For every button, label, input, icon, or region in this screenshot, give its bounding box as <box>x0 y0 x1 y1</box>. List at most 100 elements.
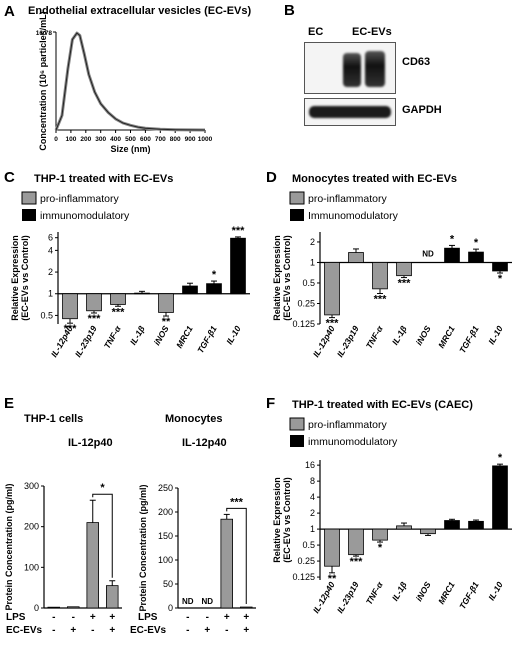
bar <box>67 606 80 609</box>
x-tick-label: 900 <box>185 136 196 143</box>
y-tick-label: 300 <box>24 481 39 491</box>
y-tick-label: 100 <box>158 555 173 565</box>
not-detected-label: ND <box>201 597 213 606</box>
y-tick-label: 0.5 <box>302 278 315 288</box>
significance-marker: * <box>498 452 503 464</box>
x-tick-label: 400 <box>110 136 121 143</box>
x-tick-label: IL-10 <box>486 580 505 602</box>
x-tick-label: TGF-β1 <box>457 580 481 611</box>
bar <box>134 292 150 295</box>
ec-evs-sign: + <box>109 625 115 636</box>
y-tick-label: 200 <box>24 522 39 532</box>
x-axis-label: Size (nm) <box>110 144 150 154</box>
panel-f-chart: F THP-1 treated with EC-EVs (CAEC) pro-i… <box>266 395 512 615</box>
panel-c-title: THP-1 treated with EC-EVs <box>34 173 173 185</box>
cd63-label: CD63 <box>402 56 431 68</box>
lps-sign: + <box>224 612 230 623</box>
series-line <box>55 32 206 131</box>
bar <box>348 528 364 556</box>
significance-marker: * <box>498 273 503 285</box>
bar <box>206 283 222 295</box>
panel-c-chart: C THP-1 treated with EC-EVs pro-inflamma… <box>4 169 250 359</box>
significance-marker: *** <box>398 278 412 290</box>
significance-marker: *** <box>326 318 340 330</box>
gapdh-blot <box>304 98 396 126</box>
x-tick-label: 300 <box>95 136 106 143</box>
lane-label-ec-evs: EC-EVs <box>352 26 392 38</box>
y-tick-label: 0.125 <box>292 572 315 582</box>
y-tick-label: 8 <box>310 476 315 486</box>
x-tick-label: MRC1 <box>436 324 457 350</box>
x-tick-label: IL-10 <box>486 324 505 346</box>
y-tick-label: 0.25 <box>297 298 315 308</box>
y-tick-label: 2 <box>310 508 315 518</box>
lps-row-label: LPS <box>138 612 158 623</box>
lps-sign: - <box>72 612 75 623</box>
y-tick-label: 1 <box>310 524 315 534</box>
ec-evs-sign: + <box>70 625 76 636</box>
significance-marker: * <box>100 482 105 494</box>
y-tick-label: 0.5 <box>40 310 53 320</box>
panel-e-title-right: Monocytes <box>165 413 222 425</box>
bar <box>396 525 412 530</box>
significance-marker: *** <box>64 323 78 335</box>
x-tick-label: IL-1β <box>390 324 409 347</box>
x-tick-label: TGF-β1 <box>195 324 219 355</box>
not-detected-label: ND <box>422 249 434 258</box>
y-tick-label: 1 <box>48 289 53 299</box>
legend-label-immuno: immunomodulatory <box>308 436 398 448</box>
legend-label-immuno: Immunomodulatory <box>308 210 399 222</box>
lps-row-label: LPS <box>6 612 26 623</box>
significance-marker: *** <box>232 225 246 237</box>
bar <box>492 262 508 272</box>
legend-label-immuno: immunomodulatory <box>40 210 130 222</box>
legend-swatch-immuno <box>290 209 304 221</box>
x-tick-label: TGF-β1 <box>457 324 481 355</box>
y-tick-label: 0.25 <box>297 556 315 566</box>
x-tick-label: IL-23p19 <box>335 580 361 615</box>
bar <box>468 520 484 530</box>
significance-marker: * <box>474 237 479 249</box>
x-tick-label: 100 <box>65 136 76 143</box>
not-detected-label: ND <box>182 597 194 606</box>
y-axis-label: Relative Expression <box>10 235 20 321</box>
y-tick-label: 250 <box>158 483 173 493</box>
panel-d-letter: D <box>266 169 277 186</box>
y-tick-label: 1 <box>310 257 315 267</box>
x-tick-label: IL-10 <box>224 324 243 346</box>
bar <box>110 293 126 305</box>
x-tick-label: MRC1 <box>436 580 457 606</box>
significance-bracket <box>226 507 247 605</box>
bar <box>324 262 340 316</box>
bar <box>86 293 102 312</box>
panel-a-title: Endothelial extracellular vesicles (EC-E… <box>28 5 251 17</box>
y-axis-label: Relative Expression <box>272 477 282 563</box>
y-tick-label: 2 <box>310 237 315 247</box>
x-tick-label: 700 <box>155 136 166 143</box>
panel-f-title: THP-1 treated with EC-EVs (CAEC) <box>292 399 473 411</box>
significance-bracket <box>92 493 113 578</box>
bar <box>468 251 484 263</box>
panel-c-letter: C <box>4 169 15 186</box>
cd63-blot <box>304 42 396 94</box>
bar <box>372 262 388 290</box>
y-tick-label: 2 <box>48 267 53 277</box>
significance-marker: *** <box>374 294 388 306</box>
panel-a-letter: A <box>4 3 15 20</box>
x-tick-label: iNOS <box>414 324 433 347</box>
x-tick-label: IL-1β <box>128 324 147 347</box>
y-axis-label-unit: (EC-EVs vs Control) <box>20 235 30 321</box>
y-tick-label: 150 <box>158 531 173 541</box>
ec-evs-sign: - <box>186 625 189 636</box>
bar <box>372 528 388 541</box>
legend-label-pro: pro-inflammatory <box>308 419 388 431</box>
bar <box>348 252 364 263</box>
x-tick-label: 1000 <box>198 136 213 143</box>
x-tick-label: IL-23p19 <box>335 324 361 359</box>
legend-swatch-immuno <box>290 435 304 447</box>
lps-sign: - <box>186 612 189 623</box>
y-axis-label: Concentration (10⁶ particles/mL) <box>38 11 48 150</box>
bar <box>86 522 100 609</box>
panel-b-blot: B EC EC-EVs CD63 GAPDH <box>280 0 520 160</box>
significance-marker: *** <box>350 556 364 568</box>
